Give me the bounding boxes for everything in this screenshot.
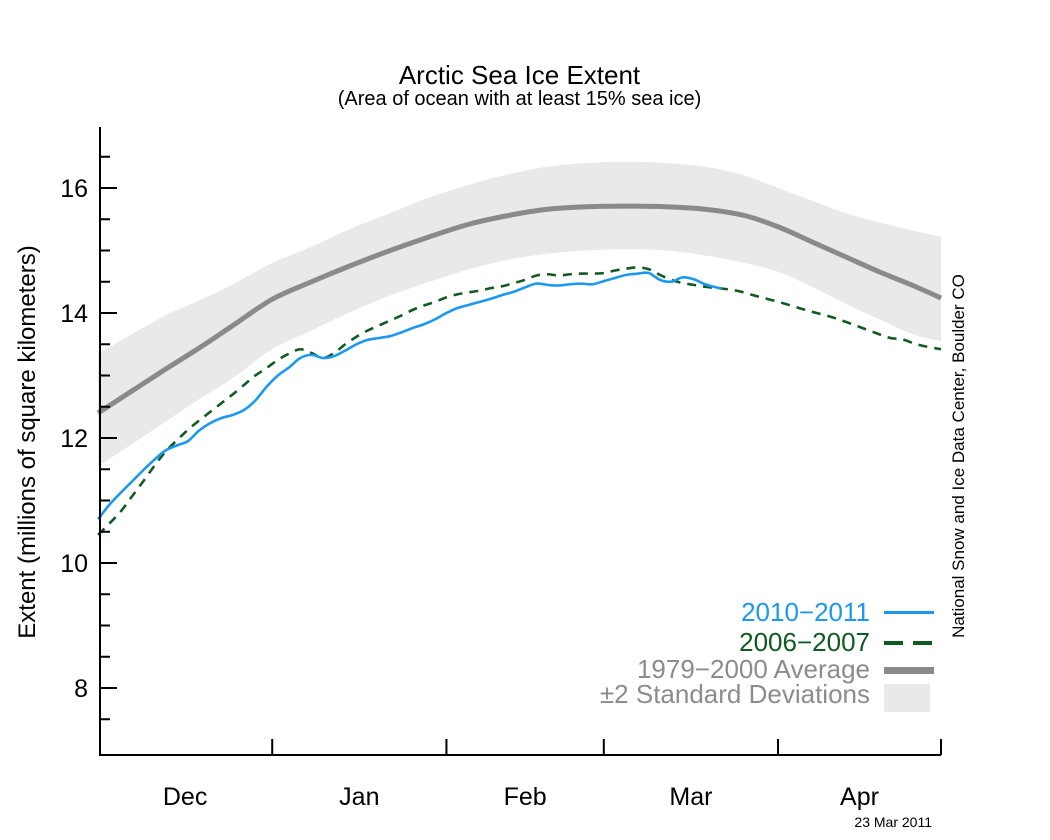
plot-date: 23 Mar 2011: [854, 814, 932, 830]
x-month-label-Dec: Dec: [163, 783, 207, 811]
chart-title: Arctic Sea Ice Extent: [398, 60, 641, 90]
x-month-label-Apr: Apr: [840, 783, 879, 811]
y-tick-label-16: 16: [60, 175, 88, 203]
y-tick-label-8: 8: [74, 675, 88, 703]
data-center-credit: National Snow and Ice Data Center, Bould…: [949, 274, 968, 638]
y-axis-title: Extent (millions of square kilometers): [14, 245, 41, 639]
chart-subtitle: (Area of ocean with at least 15% sea ice…: [337, 88, 702, 110]
legend-swatch-std-dev-band: [884, 684, 930, 712]
legend-label-std-deviations: ±2 Standard Deviations: [599, 679, 870, 709]
legend-label-2010-2011: 2010−2011: [741, 597, 870, 627]
x-month-label-Feb: Feb: [504, 783, 547, 811]
legend-swatch-2010-2011-line: [884, 611, 934, 614]
std-dev-band: [98, 161, 941, 467]
legend-label-1979-2000-average: 1979−2000 Average: [636, 654, 870, 684]
y-tick-label-12: 12: [60, 425, 88, 453]
series-line-2006-2007: [97, 266, 942, 536]
legend-label-2006-2007: 2006−2007: [739, 627, 870, 657]
y-tick-label-10: 10: [60, 550, 88, 578]
y-tick-label-14: 14: [60, 300, 88, 328]
series-line-1979-2000-Average: [96, 203, 943, 416]
axes: [99, 127, 941, 756]
x-month-label-Mar: Mar: [669, 783, 712, 811]
legend-swatch-average-thick-line: [884, 667, 934, 674]
series-line-2010-2011: [96, 271, 723, 521]
legend-swatch-2006-2007-dashes: [884, 641, 932, 645]
x-month-label-Jan: Jan: [339, 783, 379, 811]
